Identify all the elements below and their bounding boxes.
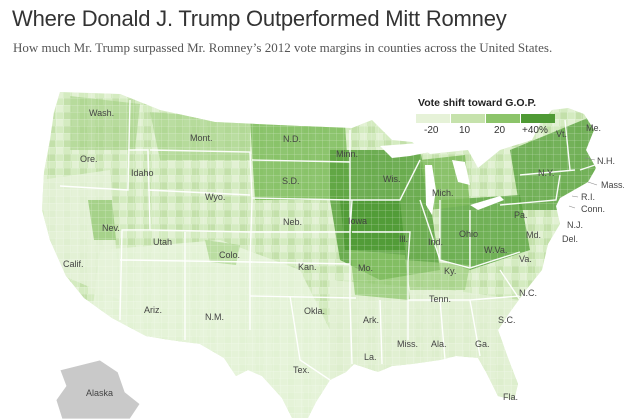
state-label-sc: S.C.: [498, 315, 516, 325]
state-label-nv: Nev.: [102, 223, 120, 233]
state-label-va: Va.: [519, 254, 532, 264]
state-label-ar: Ark.: [363, 315, 379, 325]
state-label-sd: S.D.: [282, 176, 300, 186]
legend-swatch-1: [416, 114, 450, 123]
legend: Vote shift toward G.O.P. -20 10 20 +40%: [416, 97, 558, 139]
state-label-fl: Fla.: [503, 392, 518, 402]
state-label-ms: Miss.: [397, 339, 418, 349]
state-label-ny: N.Y.: [538, 168, 554, 178]
label-leader-lines: [568, 157, 598, 209]
state-label-pa: Pa.: [514, 210, 528, 220]
state-label-ri: R.I.: [581, 192, 595, 202]
legend-swatch-3: [486, 114, 520, 123]
state-label-wa: Wash.: [89, 108, 114, 118]
state-label-nh: N.H.: [597, 156, 615, 166]
state-label-ga: Ga.: [475, 339, 490, 349]
state-label-tn: Tenn.: [429, 294, 451, 304]
alaska-shape: [55, 359, 141, 419]
state-label-il: Ill.: [399, 234, 408, 244]
lake-erie: [470, 196, 504, 210]
state-label-wy: Wyo.: [205, 192, 225, 202]
us-county-map: Wash. Ore. Calif. Idaho Nev. Mont. Wyo. …: [42, 92, 624, 419]
legend-swatch-4: [521, 114, 555, 123]
legend-labels: -20 10 20 +40%: [416, 125, 558, 139]
state-labels: Wash. Ore. Calif. Idaho Nev. Mont. Wyo. …: [63, 108, 624, 402]
legend-label-3: 20: [494, 125, 506, 136]
legend-label-1: -20: [424, 125, 439, 136]
lake-michigan: [425, 165, 436, 215]
state-label-al: Ala.: [431, 339, 447, 349]
state-label-mo: Mo.: [358, 263, 373, 273]
legend-label-2: 10: [459, 125, 471, 136]
state-label-ut: Utah: [153, 237, 172, 247]
state-label-tx: Tex.: [293, 365, 310, 375]
state-label-ak: Alaska: [86, 388, 113, 398]
state-label-ok: Okla.: [304, 306, 325, 316]
state-label-ia: Iowa: [348, 216, 367, 226]
state-label-or: Ore.: [80, 154, 98, 164]
legend-title: Vote shift toward G.O.P.: [418, 97, 537, 109]
lake-huron: [452, 160, 470, 185]
state-label-oh: Ohio: [459, 229, 478, 239]
legend-label-4: +40%: [522, 125, 548, 136]
lake-superior: [380, 143, 440, 158]
state-label-nj: N.J.: [567, 220, 583, 230]
state-label-ne: Neb.: [283, 217, 302, 227]
state-label-mt: Mont.: [190, 133, 213, 143]
state-label-ca: Calif.: [63, 259, 84, 269]
legend-swatch-2: [451, 114, 485, 123]
state-label-mn: Minn.: [336, 149, 358, 159]
state-label-de: Del.: [562, 234, 578, 244]
page-subtitle: How much Mr. Trump surpassed Mr. Romney’…: [13, 40, 553, 55]
state-label-me: Me.: [586, 123, 601, 133]
state-label-az: Ariz.: [144, 305, 162, 315]
state-label-mi: Mich.: [432, 188, 454, 198]
state-label-in: Ind.: [428, 237, 443, 247]
state-label-ma: Mass.: [601, 180, 624, 190]
state-label-nm: N.M.: [205, 312, 224, 322]
state-label-wi: Wis.: [383, 174, 401, 184]
state-label-la: La.: [364, 352, 377, 362]
state-label-id: Idaho: [131, 168, 154, 178]
state-label-co: Colo.: [219, 250, 240, 260]
page-title: Where Donald J. Trump Outperformed Mitt …: [12, 6, 507, 31]
state-label-ct: Conn.: [581, 204, 605, 214]
state-borders: [59, 99, 596, 381]
state-label-nd: N.D.: [283, 134, 301, 144]
state-label-md: Md.: [526, 230, 541, 240]
legend-color-scale: [416, 114, 558, 123]
state-label-vt: Vt.: [556, 129, 567, 139]
state-label-ks: Kan.: [298, 262, 317, 272]
state-label-nc: N.C.: [519, 288, 537, 298]
state-label-ky: Ky.: [444, 266, 456, 276]
state-label-wv: W.Va.: [484, 245, 507, 255]
